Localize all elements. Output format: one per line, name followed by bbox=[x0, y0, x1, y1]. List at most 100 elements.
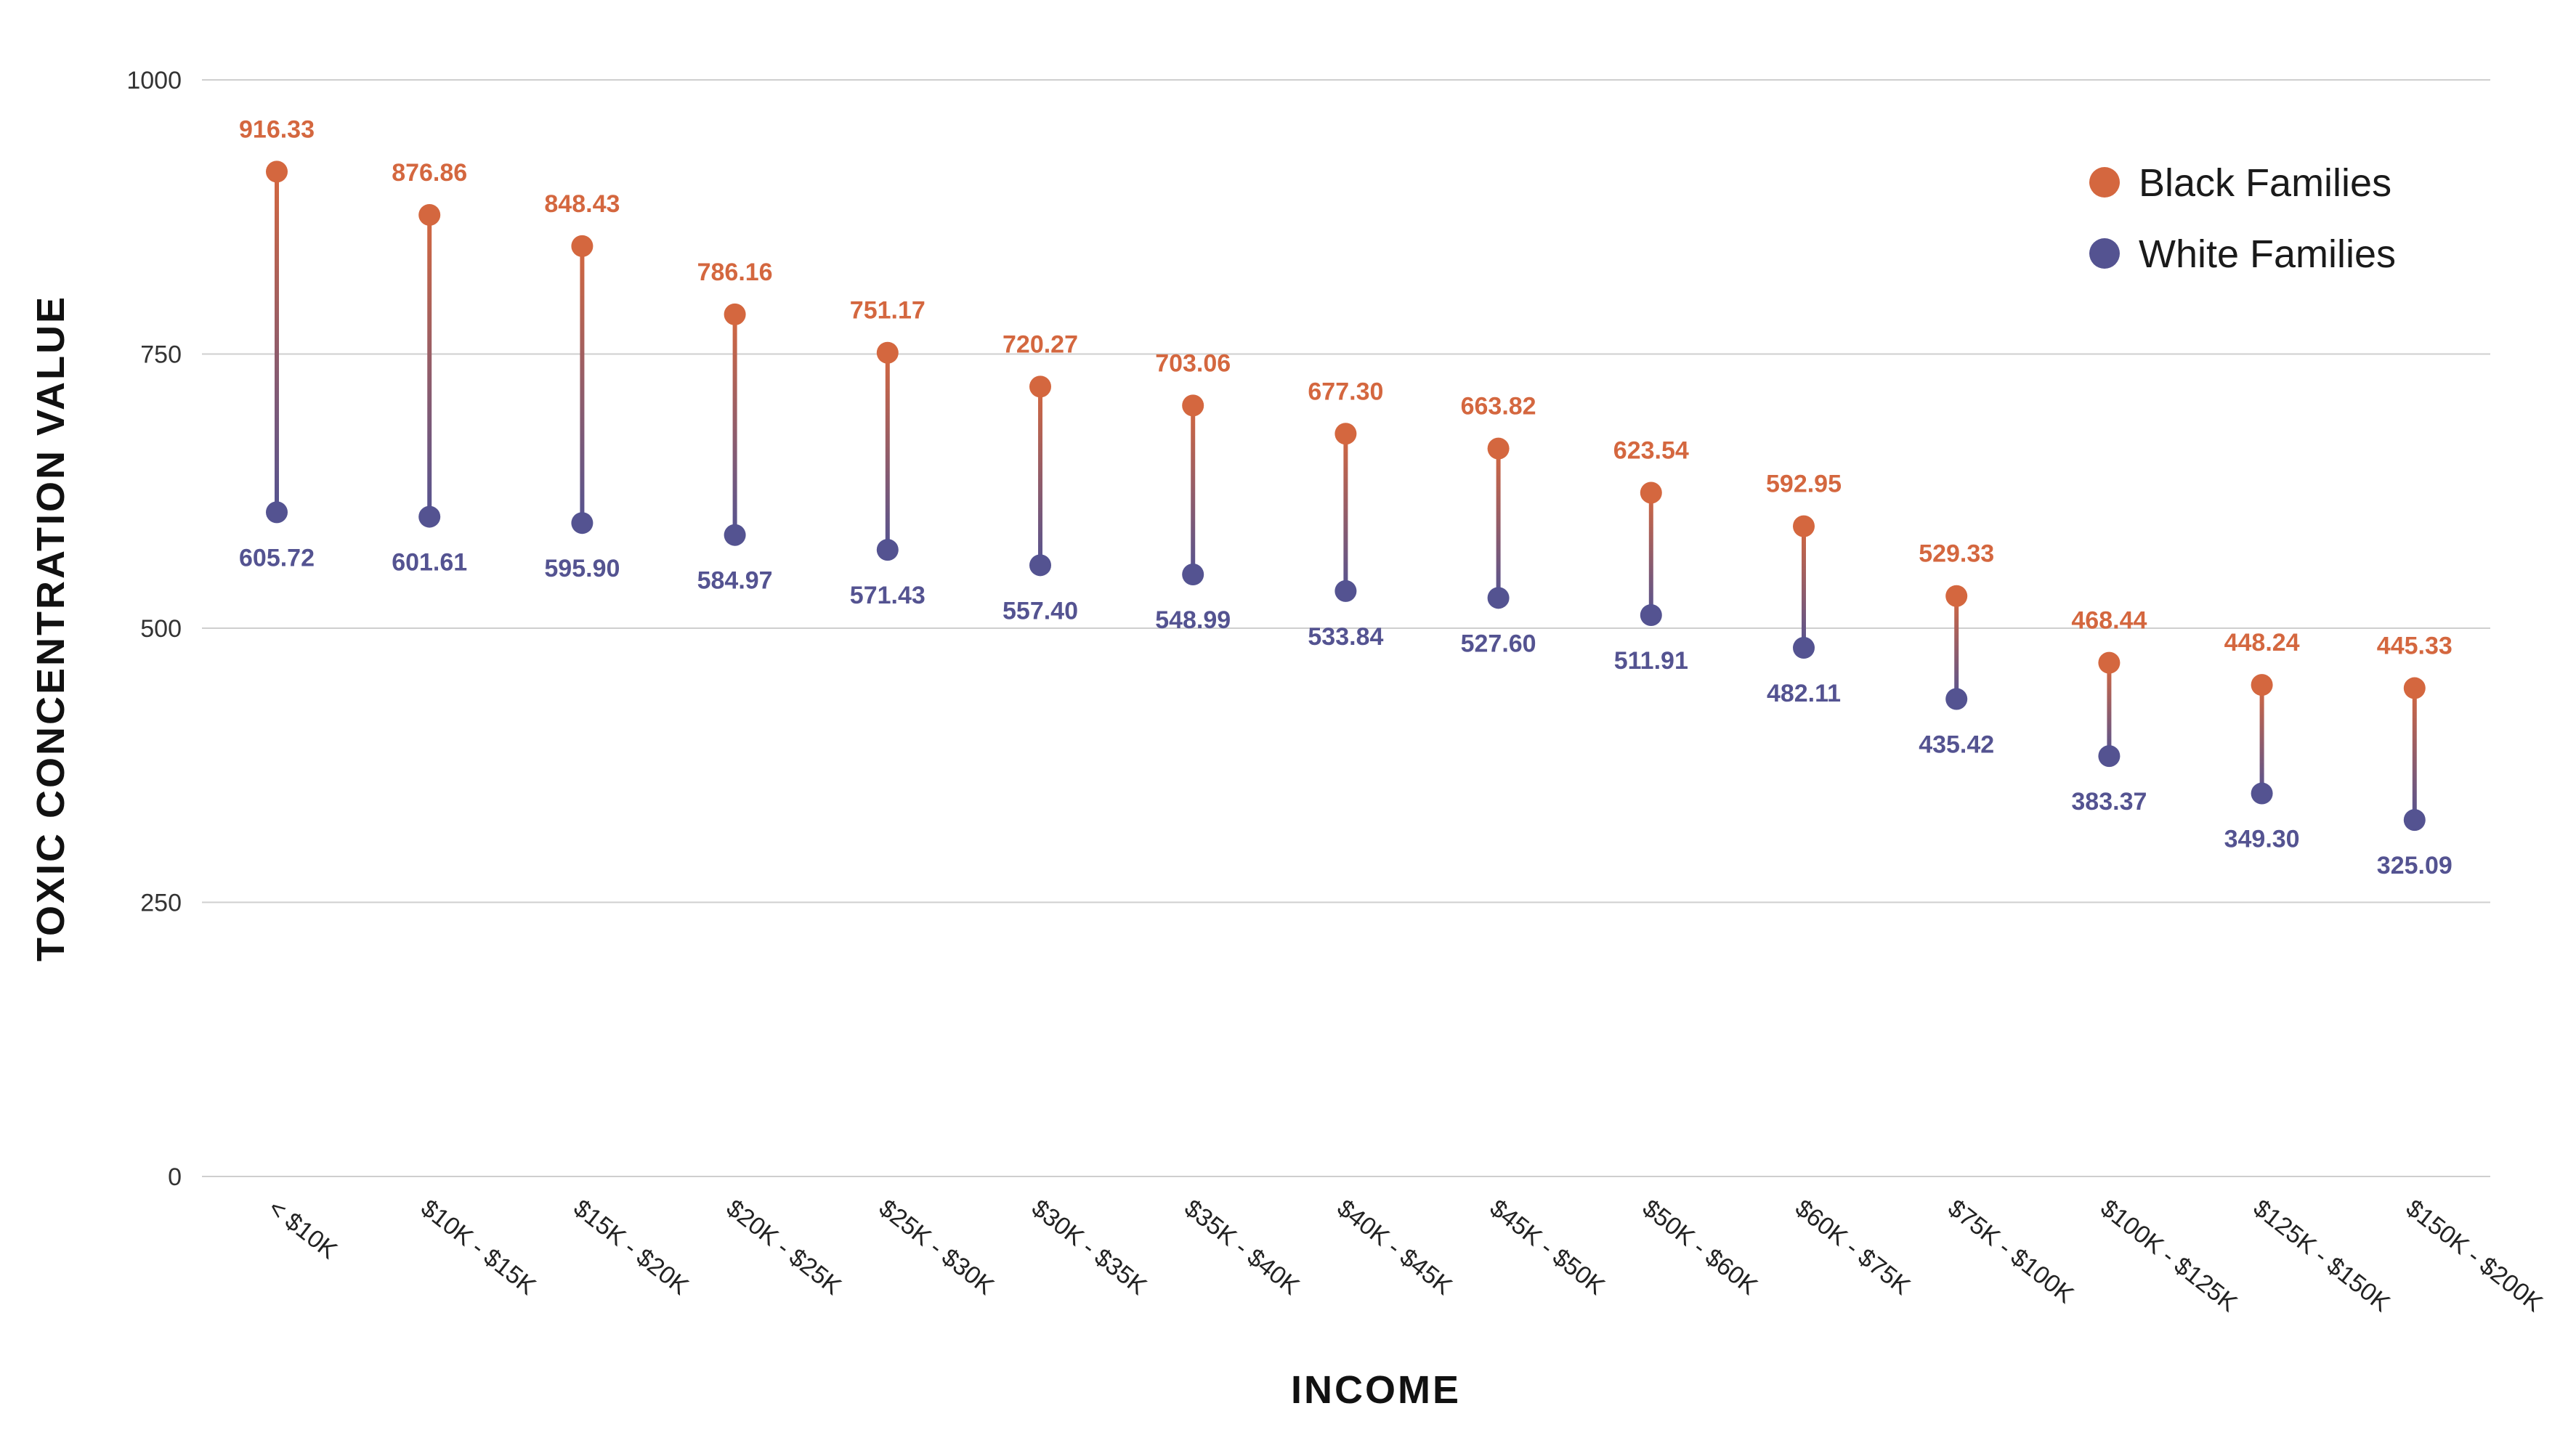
data-label-black-families: 468.44 bbox=[2071, 607, 2147, 635]
x-tick-label: $125K - $150K bbox=[2248, 1194, 2395, 1317]
point-black-families bbox=[1334, 423, 1357, 445]
point-white-families bbox=[1487, 587, 1510, 609]
point-black-families bbox=[2098, 651, 2121, 674]
data-label-black-families: 445.33 bbox=[2377, 633, 2453, 660]
data-label-white-families: 527.60 bbox=[1461, 630, 1536, 657]
point-white-families bbox=[1640, 604, 1662, 627]
data-label-black-families: 786.16 bbox=[697, 259, 773, 286]
point-white-families bbox=[876, 539, 899, 561]
x-tick-label: $20K - $25K bbox=[721, 1194, 847, 1301]
legend-marker-black-families bbox=[2089, 167, 2120, 198]
data-label-black-families: 623.54 bbox=[1613, 436, 1689, 464]
x-tick-label: $10K - $15K bbox=[416, 1194, 541, 1301]
point-white-families bbox=[2098, 745, 2121, 768]
data-label-white-families: 325.09 bbox=[2377, 852, 2453, 879]
data-label-white-families: 511.91 bbox=[1614, 647, 1688, 675]
y-axis-ticks: 0 250 500 750 1000 bbox=[126, 67, 182, 1191]
x-axis-ticks: < $10K $10K - $15K $15K - $20K $20K - $25K $… bbox=[263, 1194, 2548, 1317]
point-white-families bbox=[1945, 688, 1968, 710]
connector-stem bbox=[580, 245, 585, 524]
connector-stem bbox=[1343, 434, 1348, 591]
point-black-families bbox=[418, 203, 441, 226]
data-label-black-families: 663.82 bbox=[1461, 393, 1536, 420]
legend-marker-white-families bbox=[2089, 238, 2120, 269]
point-black-families bbox=[1487, 437, 1510, 460]
point-black-families bbox=[1640, 481, 1662, 504]
point-black-families bbox=[724, 303, 746, 325]
data-label-black-families: 751.17 bbox=[850, 297, 926, 325]
x-tick-label: $25K - $30K bbox=[874, 1194, 1000, 1301]
data-labels: 916.33 605.72 876.86 601.61 848.43 595.90 786.… bbox=[239, 115, 2453, 879]
connector-stem bbox=[732, 314, 737, 535]
point-black-families bbox=[1945, 585, 1968, 607]
data-label-white-families: 548.99 bbox=[1155, 606, 1231, 634]
point-black-families bbox=[2251, 674, 2273, 696]
point-white-families bbox=[1029, 554, 1051, 577]
x-tick-label: $40K - $45K bbox=[1332, 1194, 1457, 1301]
data-label-white-families: 601.61 bbox=[392, 549, 467, 577]
data-label-black-families: 592.95 bbox=[1766, 471, 1842, 498]
x-tick-label: $15K - $20K bbox=[568, 1194, 694, 1301]
y-tick-label: 1000 bbox=[126, 67, 182, 94]
data-label-black-families: 720.27 bbox=[1003, 330, 1078, 358]
point-black-families bbox=[1793, 515, 1815, 537]
data-label-white-families: 557.40 bbox=[1003, 597, 1078, 625]
connector-stem bbox=[2107, 662, 2112, 757]
x-tick-label: $35K - $40K bbox=[1179, 1194, 1305, 1301]
y-tick-label: 0 bbox=[168, 1163, 182, 1191]
data-label-white-families: 595.90 bbox=[544, 555, 620, 582]
connector-stem bbox=[2412, 688, 2417, 821]
data-label-white-families: 605.72 bbox=[239, 544, 315, 572]
point-white-families bbox=[1793, 637, 1815, 659]
point-black-families bbox=[266, 160, 288, 183]
point-white-families bbox=[266, 501, 288, 524]
point-white-families bbox=[1182, 564, 1204, 586]
point-white-families bbox=[2403, 809, 2426, 832]
data-label-white-families: 571.43 bbox=[850, 582, 926, 609]
point-black-families bbox=[1029, 375, 1051, 398]
y-tick-label: 250 bbox=[140, 890, 182, 917]
data-label-black-families: 876.86 bbox=[392, 159, 467, 187]
point-black-families bbox=[2403, 677, 2426, 699]
connector-stem bbox=[427, 214, 432, 517]
data-label-black-families: 529.33 bbox=[1919, 540, 1994, 568]
y-tick-label: 750 bbox=[140, 341, 182, 369]
data-label-black-families: 448.24 bbox=[2224, 629, 2300, 657]
connector-stem bbox=[885, 352, 890, 550]
point-white-families bbox=[724, 524, 746, 546]
legend: Black Families White Families bbox=[2089, 161, 2396, 276]
x-tick-label: $60K - $75K bbox=[1790, 1194, 1916, 1301]
connector-stem bbox=[1038, 386, 1042, 566]
connector-stem bbox=[1802, 526, 1806, 649]
data-label-white-families: 349.30 bbox=[2224, 826, 2300, 853]
data-label-black-families: 677.30 bbox=[1308, 378, 1383, 405]
connector-stem bbox=[1191, 405, 1196, 575]
data-label-black-families: 703.06 bbox=[1155, 349, 1231, 377]
x-tick-label: $75K - $100K bbox=[1943, 1194, 2079, 1309]
point-white-families bbox=[1334, 580, 1357, 602]
x-tick-label: $45K - $50K bbox=[1485, 1194, 1611, 1301]
connector-stem bbox=[1496, 448, 1501, 598]
data-label-white-families: 435.42 bbox=[1919, 731, 1994, 759]
data-label-black-families: 916.33 bbox=[239, 115, 315, 143]
connector-stem bbox=[1954, 596, 1959, 699]
data-label-white-families: 482.11 bbox=[1767, 680, 1841, 707]
data-marks bbox=[266, 160, 2426, 832]
data-label-white-families: 584.97 bbox=[697, 567, 773, 595]
legend-label-black-families: Black Families bbox=[2139, 161, 2391, 205]
y-tick-label: 500 bbox=[140, 615, 182, 643]
y-axis-title: TOXIC CONCENTRATION VALUE bbox=[29, 295, 73, 962]
x-tick-label: < $10K bbox=[263, 1194, 342, 1264]
point-white-families bbox=[418, 505, 441, 528]
x-tick-label: $30K - $35K bbox=[1026, 1194, 1152, 1301]
point-black-families bbox=[1182, 394, 1204, 417]
connector-stem bbox=[2259, 685, 2264, 794]
x-tick-label: $100K - $125K bbox=[2095, 1194, 2242, 1317]
connector-stem bbox=[275, 171, 279, 513]
point-white-families bbox=[571, 512, 594, 534]
x-tick-label: $50K - $60K bbox=[1637, 1194, 1763, 1301]
point-black-families bbox=[571, 235, 594, 257]
point-white-families bbox=[2251, 782, 2273, 805]
